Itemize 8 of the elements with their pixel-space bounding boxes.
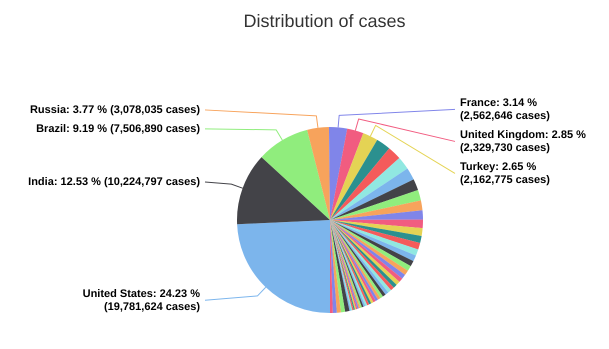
slice-label: France: 3.14 % (2,562,646 cases)	[460, 96, 550, 122]
chart-title: Distribution of cases	[243, 10, 406, 31]
slice-label: Brazil: 9.19 % (7,506,890 cases)	[36, 122, 200, 135]
slice-label: Turkey: 2.65 % (2,162,775 cases)	[460, 160, 550, 186]
slice-label: United Kingdom: 2.85 % (2,329,730 cases)	[460, 128, 586, 154]
slice-label: Russia: 3.77 % (3,078,035 cases)	[30, 104, 200, 116]
slice-label: India: 12.53 % (10,224,797 cases)	[28, 176, 200, 188]
slice-label: United States: 24.23 % (19,781,624 cases)	[82, 288, 200, 313]
